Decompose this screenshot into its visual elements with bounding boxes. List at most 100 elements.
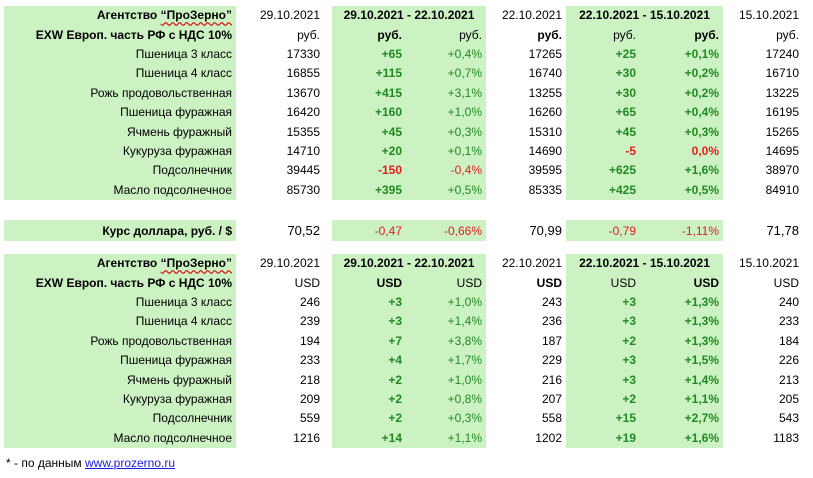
price-pct-1: +3,1% [406, 83, 486, 103]
price-prev-1: 236 [541, 314, 562, 329]
price-prev-2: 16195 [765, 105, 799, 120]
unit-row: EXW Европ. часть РФ с НДС 10% руб. руб. … [4, 25, 803, 45]
price-delta-1: +160 [332, 102, 406, 123]
price-pct-1: +0,4% [406, 44, 486, 65]
basis-label: EXW Европ. часть РФ с НДС 10% [4, 25, 236, 45]
price-pct-1: +0,3% [406, 409, 486, 429]
price-prev-1: 243 [541, 294, 562, 309]
period-1: 29.10.2021 - 22.10.2021 [332, 6, 486, 26]
price-current: 209 [299, 391, 320, 406]
table-row: Масло подсолнечное 1216 +14 +1,1% 1202 +19 +1,… [4, 428, 803, 448]
price-delta-2: -5 [566, 141, 640, 162]
price-pct-2: +0,3% [640, 122, 723, 142]
spacer [324, 122, 332, 141]
agency-title: Агентство “ПроЗерно” [4, 6, 236, 26]
unit-label: USD [406, 273, 486, 293]
spacer [324, 103, 332, 122]
table-row: Пшеница 3 класс 17330 +65 +0,4% 17265 +25 +0,1… [4, 44, 803, 65]
unit-label: руб. [297, 27, 320, 42]
table-row: Рожь продовольственная 194 +7 +3,8% 187 +2 +1,… [4, 331, 803, 351]
price-delta-1: +20 [332, 141, 406, 162]
period-1: 29.10.2021 - 22.10.2021 [332, 254, 486, 274]
basis-label: EXW Европ. часть РФ с НДС 10% [4, 273, 236, 293]
commodity-name: Кукуруза фуражная [4, 389, 236, 410]
price-pct-1: +1,0% [406, 292, 486, 313]
price-pct-2: +2,7% [640, 409, 723, 429]
spacer [324, 45, 332, 64]
commodity-name: Пшеница фуражная [4, 350, 236, 371]
table-row: Пшеница фуражная 16420 +160 +1,0% 16260 +65 +0… [4, 102, 803, 123]
price-current: 16420 [286, 105, 320, 120]
table-row: Масло подсолнечное 85730 +395 +0,5% 85335 +42… [4, 180, 803, 200]
price-pct-1: +1,1% [406, 428, 486, 448]
price-delta-2: +30 [566, 83, 640, 103]
footnote-text: * - по данным [6, 456, 85, 470]
spacer [324, 351, 332, 370]
price-prev-1: 85335 [528, 182, 562, 197]
price-delta-1: +4 [332, 350, 406, 371]
price-pct-1: +0,8% [406, 389, 486, 410]
price-prev-2: 84910 [765, 182, 799, 197]
spacer [324, 312, 332, 331]
unit-label: руб. [537, 27, 562, 42]
price-pct-1: +0,1% [406, 141, 486, 162]
price-prev-2: 543 [778, 411, 799, 426]
footnote: * - по данным www.prozerno.ru [6, 456, 175, 470]
commodity-name: Пшеница 4 класс [4, 64, 236, 84]
price-pct-1: +0,3% [406, 122, 486, 142]
price-current: 218 [299, 372, 320, 387]
table-row: Кукуруза фуражная 209 +2 +0,8% 207 +2 +1,1% 205 [4, 389, 803, 410]
price-delta-1: +7 [332, 331, 406, 351]
table-row: Кукуруза фуражная 14710 +20 +0,1% 14690 -5 0,0… [4, 141, 803, 162]
spacer [324, 390, 332, 409]
price-delta-2: +425 [566, 180, 640, 200]
price-pct-2: +1,6% [640, 428, 723, 448]
price-pct-1: +1,4% [406, 312, 486, 332]
commodity-name: Кукуруза фуражная [4, 141, 236, 162]
price-delta-1: +3 [332, 292, 406, 313]
price-pct-1: +1,7% [406, 350, 486, 371]
agency-title: Агентство “ПроЗерно” [4, 254, 236, 274]
rub-price-table: Агентство “ПроЗерно” 29.10.2021 29.10.20… [4, 6, 803, 200]
price-prev-1: 13255 [528, 85, 562, 100]
spacer [324, 409, 332, 428]
prozerno-link[interactable]: www.prozerno.ru [84, 456, 176, 470]
table-row: Пшеница 4 класс 239 +3 +1,4% 236 +3 +1,3% 233 [4, 312, 803, 332]
price-pct-2: +0,2% [640, 64, 723, 84]
price-delta-1: +415 [332, 83, 406, 103]
price-current: 233 [299, 353, 320, 368]
exchange-rate-label: Курс доллара, руб. / $ [4, 220, 236, 241]
price-delta-1: +65 [332, 44, 406, 65]
price-pct-1: +3,8% [406, 331, 486, 351]
price-pct-2: +1,3% [640, 292, 723, 313]
price-prev-2: 15265 [765, 124, 799, 139]
price-current: 1216 [293, 430, 320, 445]
rate-value-current: 70,52 [287, 223, 320, 238]
commodity-name: Подсолнечник [4, 161, 236, 181]
price-delta-2: +65 [566, 102, 640, 123]
commodity-name: Пшеница фуражная [4, 102, 236, 123]
price-prev-2: 16710 [765, 66, 799, 81]
price-delta-2: +2 [566, 331, 640, 351]
unit-label: USD [536, 275, 562, 290]
table-row: Подсолнечник 559 +2 +0,3% 558 +15 +2,7% 543 [4, 409, 803, 429]
table-row: Пшеница 4 класс 16855 +115 +0,7% 16740 +30 +0,… [4, 64, 803, 84]
price-current: 15355 [286, 124, 320, 139]
period-2: 22.10.2021 - 15.10.2021 [566, 254, 723, 274]
exchange-rate-row: Курс доллара, руб. / $ 70,52 -0,47 -0,66… [4, 220, 803, 241]
price-pct-1: +1,0% [406, 370, 486, 390]
date-prev-2: 15.10.2021 [738, 256, 799, 271]
commodity-name: Пшеница 4 класс [4, 312, 236, 332]
rate-delta-1: -0,47 [332, 220, 406, 241]
price-prev-2: 1183 [773, 430, 799, 445]
price-pct-2: +0,5% [640, 180, 723, 200]
price-prev-2: 240 [778, 294, 799, 309]
date-current: 29.10.2021 [259, 8, 320, 23]
price-current: 16855 [286, 66, 320, 81]
price-current: 85730 [286, 182, 320, 197]
price-prev-2: 213 [778, 372, 799, 387]
commodity-name: Пшеница 3 класс [4, 44, 236, 65]
spacer [236, 161, 244, 180]
price-delta-1: +2 [332, 389, 406, 410]
exchange-rate-table: Курс доллара, руб. / $ 70,52 -0,47 -0,66… [4, 220, 803, 241]
